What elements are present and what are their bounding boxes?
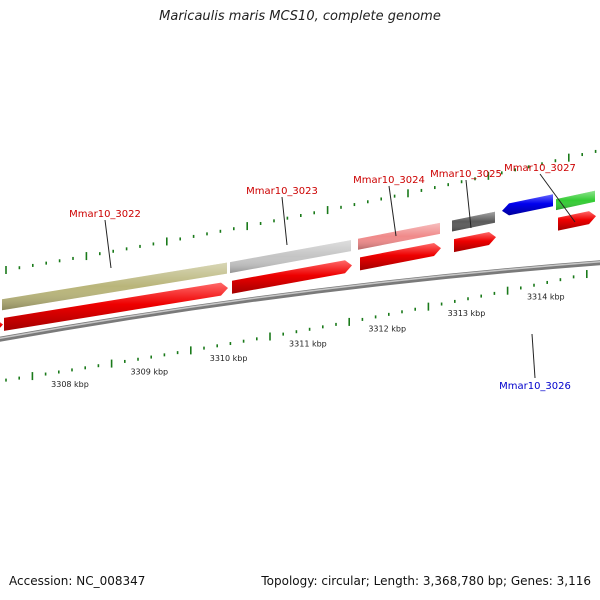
gene-label-mmar10-3026[interactable]: Mmar10_3026 bbox=[499, 381, 571, 392]
ruler-label: 3313 kbp bbox=[448, 309, 486, 318]
cds-arrow-mmar10-3026[interactable] bbox=[502, 194, 553, 216]
genome-summary-text: Topology: circular; Length: 3,368,780 bp… bbox=[261, 574, 591, 588]
gene-label-mmar10-3025[interactable]: Mmar10_3025 bbox=[430, 169, 502, 180]
cds-arrow-mmar10-3025[interactable] bbox=[454, 231, 496, 253]
gene-label-leader bbox=[281, 196, 288, 246]
cds-arrow-partial[interactable] bbox=[0, 319, 3, 333]
gene-label-layer: Mmar10_3022 Mmar10_3023 Mmar10_3024 Mmar10_… bbox=[69, 163, 576, 392]
ruler-label: 3314 kbp bbox=[527, 293, 565, 302]
gene-label-mmar10-3027[interactable]: Mmar10_3027 bbox=[504, 163, 576, 174]
annotation-bar-mmar10-3024-shading bbox=[358, 222, 440, 250]
annotation-bar-mmar10-3022-shading bbox=[2, 262, 227, 311]
genome-backbone-highlight bbox=[0, 261, 600, 339]
cds-arrow-mmar10-3022[interactable] bbox=[4, 282, 228, 331]
gene-label-leader bbox=[388, 185, 397, 237]
gene-label-mmar10-3022[interactable]: Mmar10_3022 bbox=[69, 209, 141, 220]
inner-tick-ring bbox=[5, 270, 588, 382]
annotation-bar-mmar10-3023-shading bbox=[230, 240, 351, 274]
ruler-label: 3309 kbp bbox=[130, 367, 168, 376]
gene-label-leader bbox=[531, 333, 536, 379]
ruler-label: 3308 kbp bbox=[51, 380, 89, 389]
map-title: Maricaulis maris MCS10, complete genome bbox=[159, 9, 441, 24]
cds-arrow-mmar10-3023[interactable] bbox=[232, 260, 352, 294]
annotation-bar-mmar10-3027-shading bbox=[556, 190, 595, 211]
ruler-label: 3310 kbp bbox=[210, 354, 248, 363]
ruler-label: 3312 kbp bbox=[368, 325, 406, 334]
annotation-bar-mmar10-3025-shading bbox=[452, 211, 495, 232]
ruler-label: 3311 kbp bbox=[289, 340, 327, 349]
accession-text: Accession: NC_008347 bbox=[9, 574, 146, 588]
gene-label-mmar10-3024[interactable]: Mmar10_3024 bbox=[353, 175, 425, 186]
gene-label-leader bbox=[465, 179, 472, 229]
gene-label-leader bbox=[539, 173, 576, 223]
feature-layer bbox=[0, 190, 596, 333]
cds-arrow-mmar10-3024[interactable] bbox=[360, 243, 441, 271]
gene-label-leader bbox=[104, 219, 112, 269]
genome-backbone bbox=[0, 260, 600, 342]
cds-arrow-mmar10-3027[interactable] bbox=[558, 211, 596, 231]
ruler-labels: 3308 kbp 3309 kbp 3310 kbp 3311 kbp 3312 kbp… bbox=[51, 293, 565, 389]
gene-label-mmar10-3023[interactable]: Mmar10_3023 bbox=[246, 186, 318, 197]
outer-tick-ring bbox=[5, 149, 597, 274]
